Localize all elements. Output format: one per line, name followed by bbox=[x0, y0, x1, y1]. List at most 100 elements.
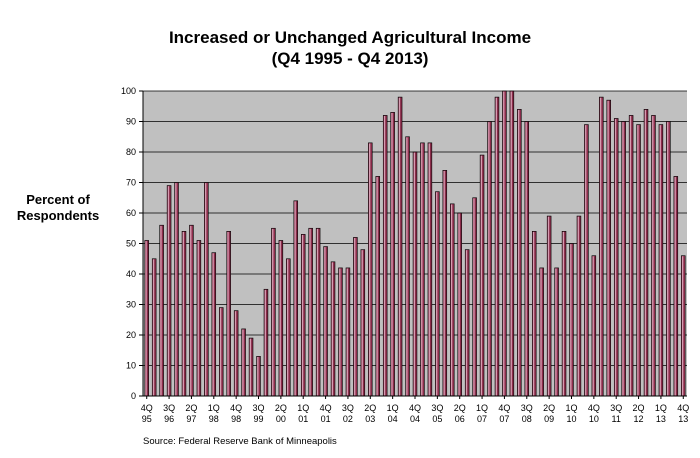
chart-title: Increased or Unchanged Agricultural Inco… bbox=[168, 28, 532, 47]
bar-highlight bbox=[301, 234, 304, 396]
x-tick-label: 13 bbox=[656, 414, 666, 424]
y-tick-label: 30 bbox=[126, 300, 136, 310]
x-tick-label: 01 bbox=[298, 414, 308, 424]
bar-highlight bbox=[264, 289, 266, 396]
bar-highlight bbox=[145, 241, 147, 396]
y-tick-label: 40 bbox=[126, 269, 136, 279]
bar-highlight bbox=[428, 143, 430, 396]
bar-highlight bbox=[249, 338, 252, 396]
bar-highlight bbox=[681, 256, 684, 396]
x-tick-label: 02 bbox=[343, 414, 353, 424]
bar-highlight bbox=[599, 97, 602, 396]
x-tick-label: 05 bbox=[432, 414, 442, 424]
x-tick-label: 10 bbox=[589, 414, 599, 424]
y-tick-label: 100 bbox=[121, 86, 136, 96]
x-tick-label: 2Q bbox=[543, 403, 555, 413]
bar-highlight bbox=[667, 122, 669, 396]
bar-highlight bbox=[234, 311, 237, 396]
y-tick-label: 70 bbox=[126, 178, 136, 188]
x-tick-label: 4Q bbox=[677, 403, 689, 413]
bar-highlight bbox=[510, 91, 512, 396]
bar-highlight bbox=[212, 253, 214, 396]
y-tick-label: 10 bbox=[126, 361, 136, 371]
bar-highlight bbox=[622, 122, 624, 396]
x-tick-label: 01 bbox=[321, 414, 331, 424]
bar-highlight bbox=[286, 259, 289, 396]
x-tick-label: 13 bbox=[678, 414, 688, 424]
bar-highlight bbox=[644, 109, 647, 396]
x-tick-label: 2Q bbox=[454, 403, 466, 413]
bar-highlight bbox=[562, 231, 565, 396]
bar-highlight bbox=[339, 268, 341, 396]
bar-highlight bbox=[354, 238, 356, 396]
bar-highlight bbox=[458, 213, 460, 396]
x-tick-label: 08 bbox=[522, 414, 532, 424]
x-tick-label: 03 bbox=[365, 414, 375, 424]
bar-highlight bbox=[614, 119, 617, 396]
x-tick-label: 4Q bbox=[141, 403, 153, 413]
bar-highlight bbox=[368, 143, 371, 396]
bar-highlight bbox=[577, 216, 579, 396]
x-tick-label: 98 bbox=[209, 414, 219, 424]
x-tick-label: 10 bbox=[566, 414, 576, 424]
x-tick-label: 96 bbox=[164, 414, 174, 424]
y-tick-label: 0 bbox=[131, 391, 136, 401]
x-tick-label: 1Q bbox=[297, 403, 309, 413]
bar-highlight bbox=[480, 155, 483, 396]
bar-highlight bbox=[242, 329, 244, 396]
bar-highlight bbox=[674, 177, 676, 396]
x-tick-label: 2Q bbox=[633, 403, 645, 413]
x-tick-label: 2Q bbox=[275, 403, 287, 413]
bar-highlight bbox=[465, 250, 468, 396]
x-tick-label: 1Q bbox=[387, 403, 399, 413]
x-tick-label: 12 bbox=[634, 414, 644, 424]
x-tick-label: 3Q bbox=[163, 403, 175, 413]
bar-highlight bbox=[205, 183, 207, 396]
x-tick-label: 07 bbox=[477, 414, 487, 424]
y-tick-label: 90 bbox=[126, 117, 136, 127]
bar-highlight bbox=[160, 225, 162, 396]
bar-highlight bbox=[525, 122, 527, 396]
bar-highlight bbox=[167, 186, 170, 396]
bar-highlight bbox=[316, 228, 319, 396]
x-tick-label: 3Q bbox=[610, 403, 622, 413]
bar-highlight bbox=[488, 122, 490, 396]
bar-highlight bbox=[495, 97, 497, 396]
bar-highlight bbox=[503, 91, 505, 396]
bar-highlight bbox=[324, 247, 326, 396]
bar-highlight bbox=[547, 216, 550, 396]
x-tick-label: 3Q bbox=[431, 403, 443, 413]
x-tick-label: 1Q bbox=[208, 403, 220, 413]
bar-highlight bbox=[413, 152, 416, 396]
x-tick-label: 3Q bbox=[342, 403, 354, 413]
bar-highlight bbox=[607, 100, 609, 396]
x-tick-label: 99 bbox=[253, 414, 263, 424]
source-note: Source: Federal Reserve Bank of Minneapo… bbox=[143, 436, 337, 447]
bar-highlight bbox=[294, 201, 296, 396]
x-tick-label: 09 bbox=[544, 414, 554, 424]
y-tick-label: 20 bbox=[126, 330, 136, 340]
bar-highlight bbox=[175, 183, 177, 396]
bar-highlight bbox=[391, 112, 393, 396]
x-tick-label: 97 bbox=[186, 414, 196, 424]
bar-highlight bbox=[570, 244, 572, 396]
bar-highlight bbox=[659, 125, 661, 396]
bar-highlight bbox=[473, 198, 475, 396]
x-tick-label: 04 bbox=[410, 414, 420, 424]
x-tick-label: 11 bbox=[612, 414, 621, 424]
x-tick-label: 06 bbox=[455, 414, 465, 424]
bar-highlight bbox=[629, 116, 632, 396]
x-tick-label: 1Q bbox=[655, 403, 667, 413]
bar-highlight bbox=[376, 177, 378, 396]
x-tick-label: 1Q bbox=[565, 403, 577, 413]
x-tick-label: 07 bbox=[499, 414, 509, 424]
x-tick-label: 95 bbox=[142, 414, 152, 424]
x-tick-label: 4Q bbox=[230, 403, 242, 413]
bar-highlight bbox=[279, 241, 281, 396]
x-tick-label: 3Q bbox=[252, 403, 264, 413]
x-tick-label: 00 bbox=[276, 414, 286, 424]
bar-highlight bbox=[436, 192, 438, 396]
y-tick-label: 50 bbox=[126, 239, 136, 249]
bar-highlight bbox=[637, 125, 639, 396]
